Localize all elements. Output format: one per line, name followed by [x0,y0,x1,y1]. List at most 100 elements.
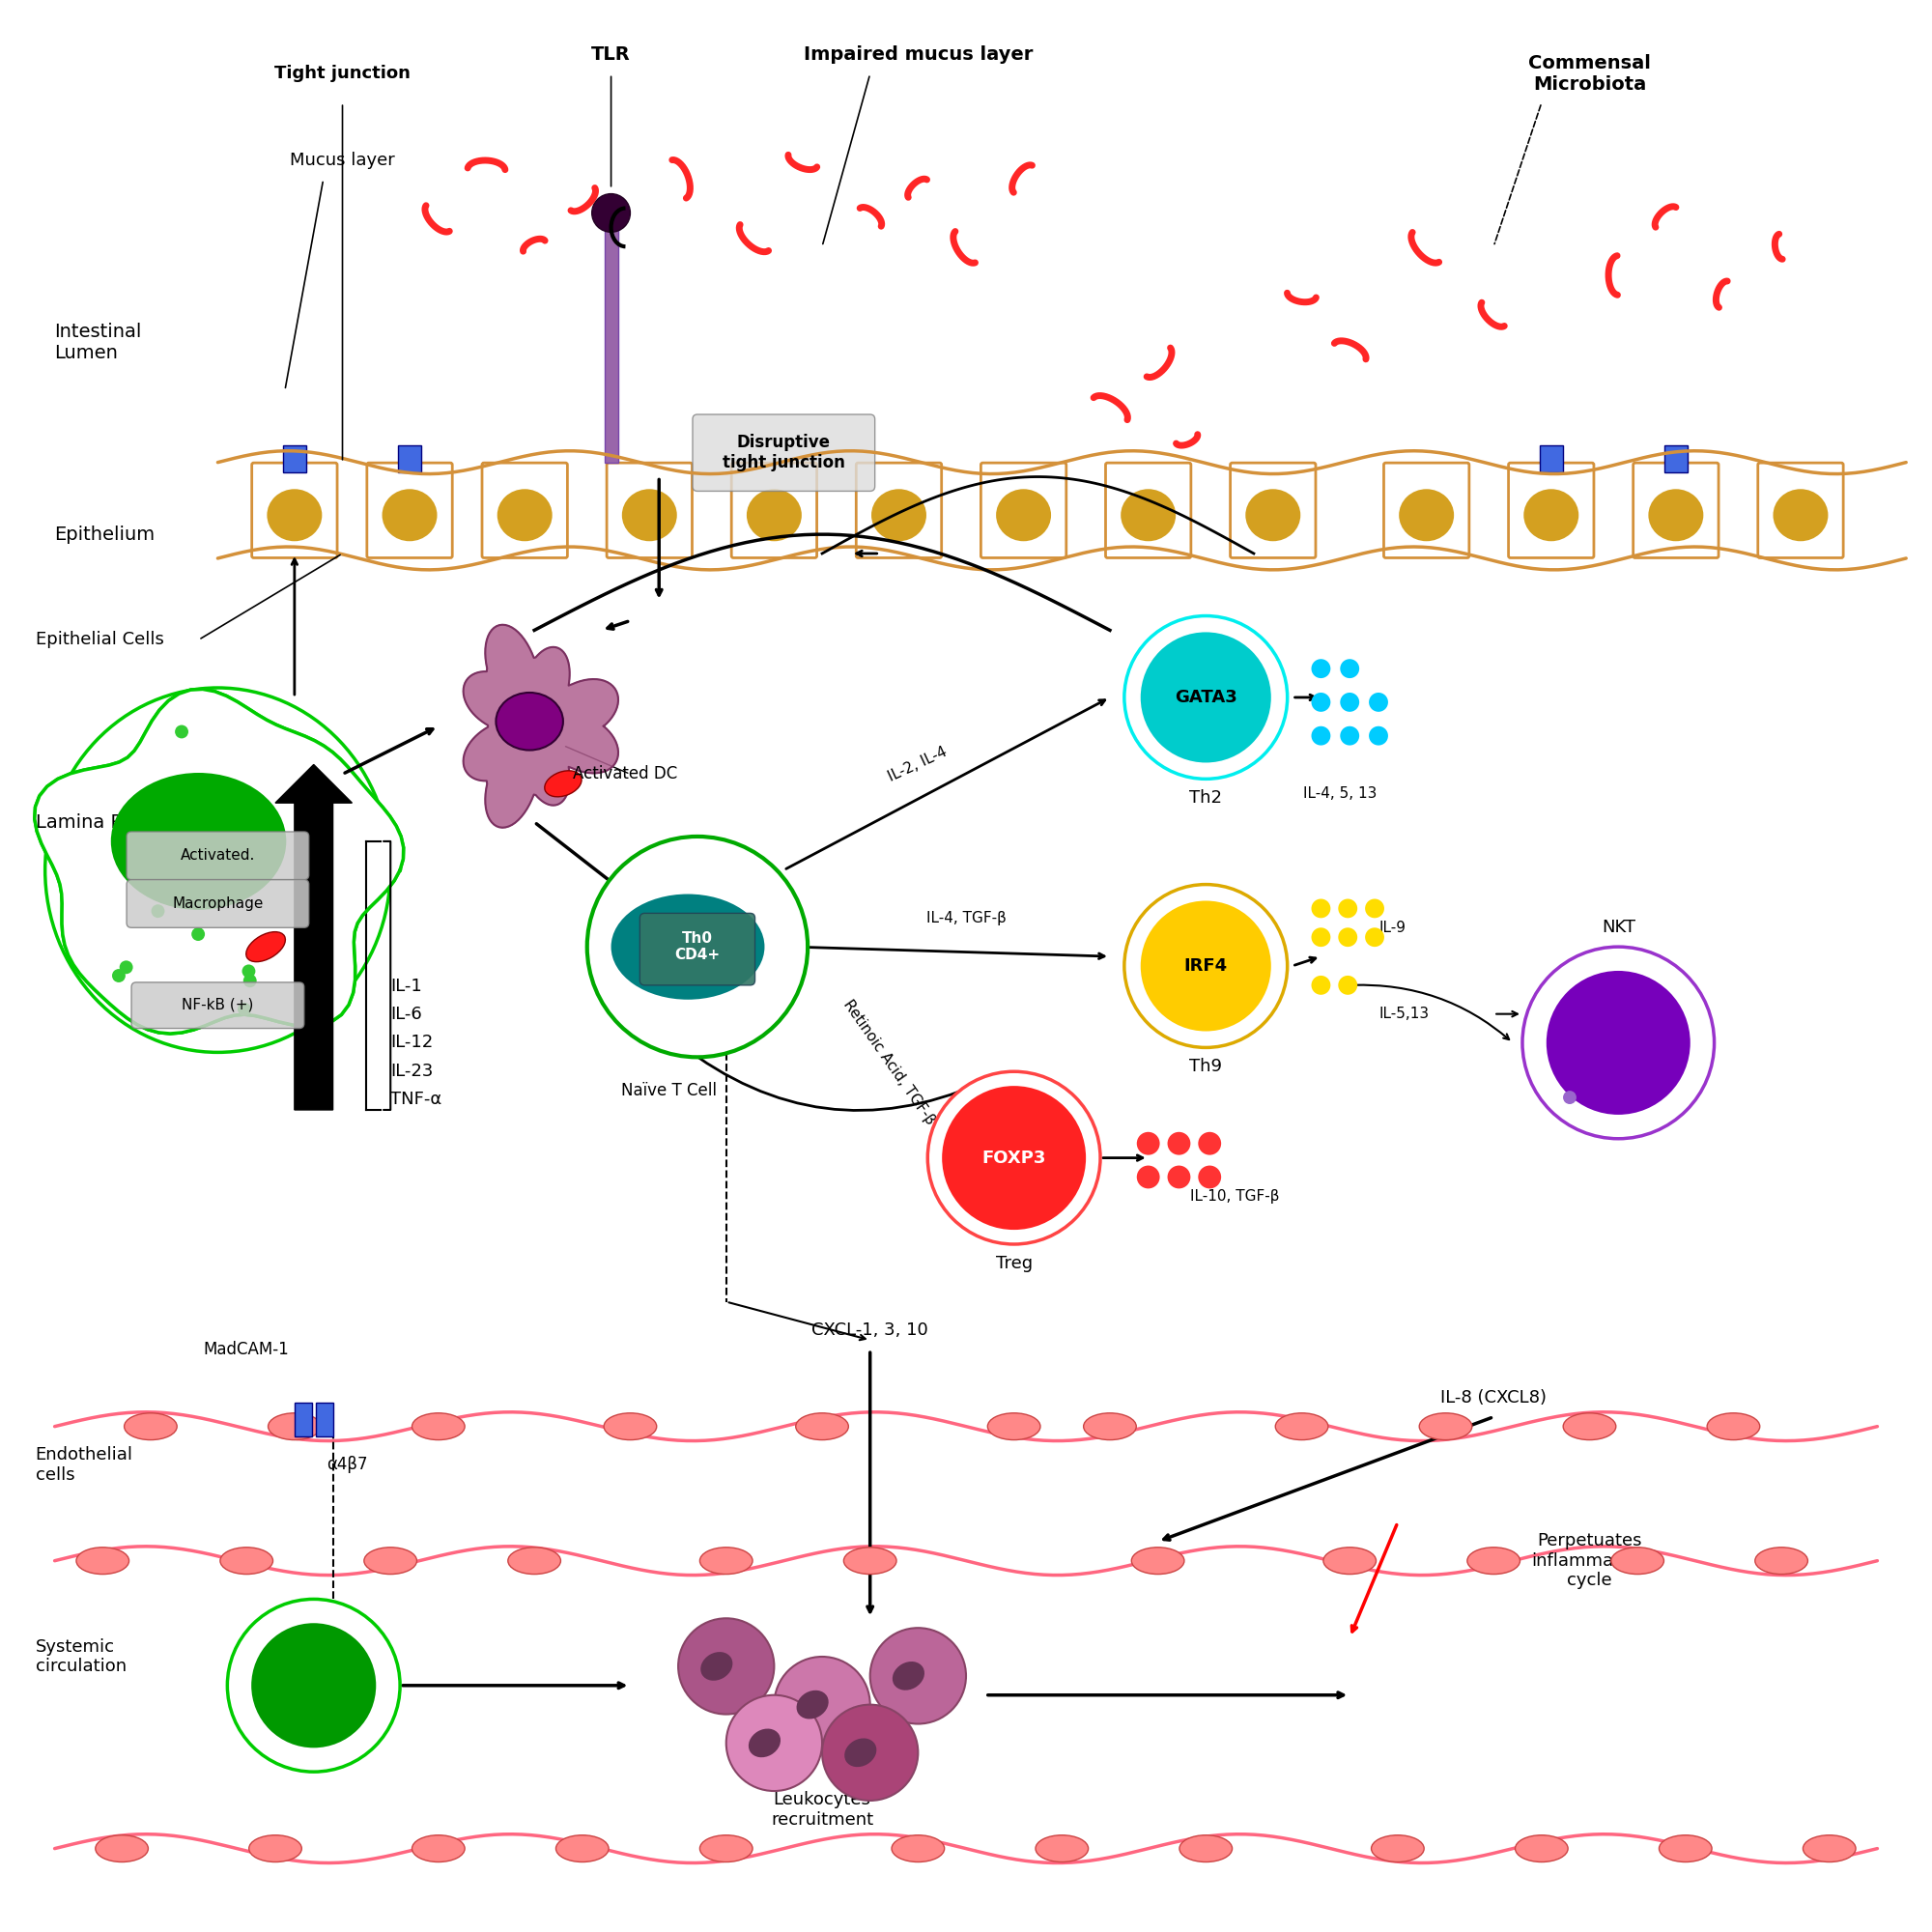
Ellipse shape [844,1739,877,1768]
Bar [398,444,421,471]
Circle shape [112,970,126,981]
Circle shape [587,837,808,1057]
Circle shape [1140,900,1271,1032]
Circle shape [176,724,187,738]
Text: MadCAM-1: MadCAM-1 [203,1341,290,1358]
Bar [1540,444,1563,471]
Ellipse shape [1420,1412,1472,1439]
Circle shape [307,952,321,966]
Text: NF-kB (+): NF-kB (+) [182,997,253,1012]
Ellipse shape [1323,1548,1376,1575]
Circle shape [251,1623,377,1748]
Text: Leukocytes
recruitment: Leukocytes recruitment [771,1791,873,1830]
Ellipse shape [1246,491,1300,541]
Ellipse shape [1401,491,1453,541]
Ellipse shape [1084,1412,1136,1439]
Circle shape [591,193,630,232]
Ellipse shape [893,1835,945,1862]
Text: Systemic
circulation: Systemic circulation [35,1638,126,1675]
Text: α4β7: α4β7 [327,1457,367,1474]
Text: Epithelial Cells: Epithelial Cells [35,632,164,649]
Ellipse shape [95,1835,149,1862]
Text: Th0
CD4+: Th0 CD4+ [674,931,721,962]
Ellipse shape [412,1412,466,1439]
Text: Activated.: Activated. [180,848,255,864]
Circle shape [151,904,164,918]
Ellipse shape [75,1548,129,1575]
Circle shape [726,1694,823,1791]
Ellipse shape [987,1412,1039,1439]
Bar [282,444,305,471]
Ellipse shape [556,1835,609,1862]
Bar [1663,444,1687,471]
Ellipse shape [611,895,765,999]
Circle shape [1312,927,1331,947]
Circle shape [1341,726,1360,746]
Circle shape [1198,1165,1221,1188]
Circle shape [1366,898,1383,918]
Circle shape [238,1003,251,1016]
Text: IL-4, 5, 13: IL-4, 5, 13 [1304,786,1378,800]
Text: IL-8 (CXCL8): IL-8 (CXCL8) [1441,1389,1548,1406]
Text: Th9: Th9 [1190,1059,1223,1076]
Ellipse shape [269,1412,321,1439]
Circle shape [943,1086,1086,1231]
Circle shape [1563,1092,1577,1105]
Ellipse shape [1515,1835,1569,1862]
Circle shape [243,974,257,987]
Circle shape [1198,1132,1221,1155]
Ellipse shape [1774,491,1828,541]
Ellipse shape [699,1835,753,1862]
Text: Mucus layer: Mucus layer [290,151,394,168]
Text: IRF4: IRF4 [1184,956,1227,974]
Text: Treg: Treg [995,1254,1032,1271]
Circle shape [191,927,205,941]
Ellipse shape [269,491,321,541]
FancyBboxPatch shape [639,914,755,985]
Text: Retinoic Acid, TGF-β: Retinoic Acid, TGF-β [840,997,937,1126]
Bar [6,6,1926,506]
Text: Naïve T Cell: Naïve T Cell [620,1082,717,1099]
Bar [315,1403,332,1435]
Text: Activated DC: Activated DC [572,765,678,782]
Circle shape [1312,659,1331,678]
Circle shape [1546,970,1690,1115]
Ellipse shape [1372,1835,1424,1862]
Ellipse shape [44,688,390,1053]
Circle shape [1370,692,1387,711]
Text: CXCL-1, 3, 10: CXCL-1, 3, 10 [811,1321,929,1339]
Circle shape [1124,885,1287,1047]
Text: IL-9: IL-9 [1379,920,1406,935]
Circle shape [228,1600,400,1772]
Ellipse shape [1132,1548,1184,1575]
Circle shape [1136,1165,1159,1188]
Ellipse shape [249,1835,301,1862]
Circle shape [1312,898,1331,918]
Ellipse shape [1650,491,1702,541]
Circle shape [1370,726,1387,746]
Ellipse shape [748,1729,781,1758]
Text: Perpetuates
inflammation
cycle: Perpetuates inflammation cycle [1532,1532,1648,1590]
Text: IL-2, IL-4: IL-2, IL-4 [887,744,951,784]
FancyBboxPatch shape [131,981,303,1028]
Ellipse shape [508,1548,560,1575]
Circle shape [1140,632,1271,763]
Circle shape [678,1619,775,1714]
Text: NKT: NKT [1602,920,1634,937]
Circle shape [823,1704,918,1801]
Text: Impaired mucus layer: Impaired mucus layer [804,46,1034,64]
Polygon shape [35,690,404,1034]
Ellipse shape [893,1662,923,1690]
Bar [605,222,618,462]
Text: Endothelial
cells: Endothelial cells [35,1445,133,1484]
Circle shape [1522,947,1714,1138]
Ellipse shape [1754,1548,1808,1575]
Ellipse shape [545,771,582,796]
Ellipse shape [497,692,562,750]
Circle shape [1124,616,1287,779]
Circle shape [1136,1132,1159,1155]
Circle shape [775,1656,869,1752]
Text: Commensal
Microbiota: Commensal Microbiota [1528,54,1650,93]
Text: TLR: TLR [591,46,630,64]
Circle shape [869,1629,966,1723]
